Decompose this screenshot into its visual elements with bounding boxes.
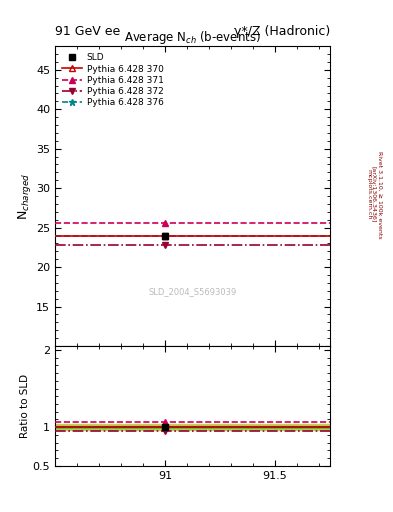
- Y-axis label: Ratio to SLD: Ratio to SLD: [20, 374, 30, 438]
- Text: mcplots.cern.ch: mcplots.cern.ch: [367, 169, 371, 220]
- Text: γ*/Z (Hadronic): γ*/Z (Hadronic): [234, 26, 330, 38]
- Legend: SLD, Pythia 6.428 370, Pythia 6.428 371, Pythia 6.428 372, Pythia 6.428 376: SLD, Pythia 6.428 370, Pythia 6.428 371,…: [59, 51, 166, 110]
- Text: 91 GeV ee: 91 GeV ee: [55, 26, 120, 38]
- Bar: [55, 424, 330, 430]
- Bar: [55, 426, 330, 428]
- Y-axis label: N$_{charged}$: N$_{charged}$: [16, 173, 33, 220]
- Title: Average N$_{ch}$ (b-events): Average N$_{ch}$ (b-events): [124, 29, 261, 46]
- Text: Rivet 3.1.10, ≥ 100k events: Rivet 3.1.10, ≥ 100k events: [377, 151, 382, 239]
- Text: SLD_2004_S5693039: SLD_2004_S5693039: [149, 287, 237, 296]
- Text: [arXiv:1306.3436]: [arXiv:1306.3436]: [372, 166, 376, 223]
